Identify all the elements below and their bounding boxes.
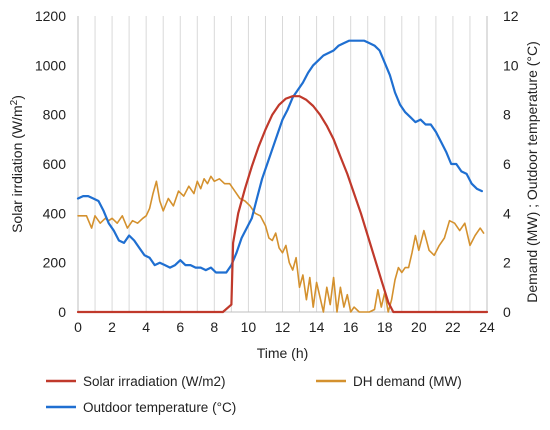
tick-labels: 0 2 4 6 8 10 12 14 16 18 20 22 240200400600800100012… [35,8,519,335]
x-tick-label: 22 [445,319,461,335]
y-right-tick-label: 0 [503,304,511,320]
y-left-tick-label: 200 [43,255,67,271]
x-tick-label: 14 [309,319,325,335]
x-tick-label: 4 [142,319,150,335]
series-layer [76,39,489,314]
y-left-tick-label: 400 [43,205,67,221]
x-tick-label: 10 [241,319,257,335]
y-right-tick-label: 10 [503,57,519,73]
x-tick-label: 6 [176,319,184,335]
y-left-tick-label: 0 [58,304,66,320]
x-axis-title: Time (h) [257,345,309,361]
series-line-outdoor-temperature-c [76,39,483,274]
y-right-tick-label: 4 [503,205,511,221]
grid-layer [94,16,471,312]
legend-label-solar-irradiation-w-m2: Solar irradiation (W/m2) [83,374,226,389]
y-axis-left-title-main: Solar irrdiation (W/m [9,105,25,233]
legend: Solar irradiation (W/m2) DH demand (MW) Ou… [46,374,462,415]
x-tick-label: 0 [74,319,82,335]
x-tick-label: 12 [275,319,291,335]
y-right-tick-label: 6 [503,156,511,172]
y-left-tick-label: 1000 [35,57,66,73]
x-tick-label: 24 [479,319,495,335]
y-right-tick-label: 2 [503,255,511,271]
y-left-tick-label: 600 [43,156,67,172]
y-left-tick-label: 1200 [35,8,66,24]
legend-label-outdoor-temperature-c: Outdoor temperature (°C) [83,400,236,415]
y-axis-left-title: Solar irrdiation (W/m2) [9,95,25,233]
y-axis-left-title-sup: 2 [9,99,20,105]
legend-label-dh-demand-mw: DH demand (MW) [353,374,462,389]
y-left-tick-label: 800 [43,107,67,123]
y-right-tick-label: 12 [503,8,519,24]
x-tick-label: 20 [411,319,427,335]
x-tick-label: 18 [377,319,393,335]
x-tick-label: 8 [210,319,218,335]
y-right-tick-label: 8 [503,107,511,123]
x-tick-label: 2 [108,319,116,335]
series-line-dh-demand-mw [77,175,485,313]
series-line-solar-irradiation-w-m2 [76,95,489,314]
y-axis-right-title: Demand (MW) ; Outdoor temperature (°C) [524,41,540,303]
y-axis-left-title-end: ) [9,95,25,100]
x-tick-label: 16 [343,319,359,335]
